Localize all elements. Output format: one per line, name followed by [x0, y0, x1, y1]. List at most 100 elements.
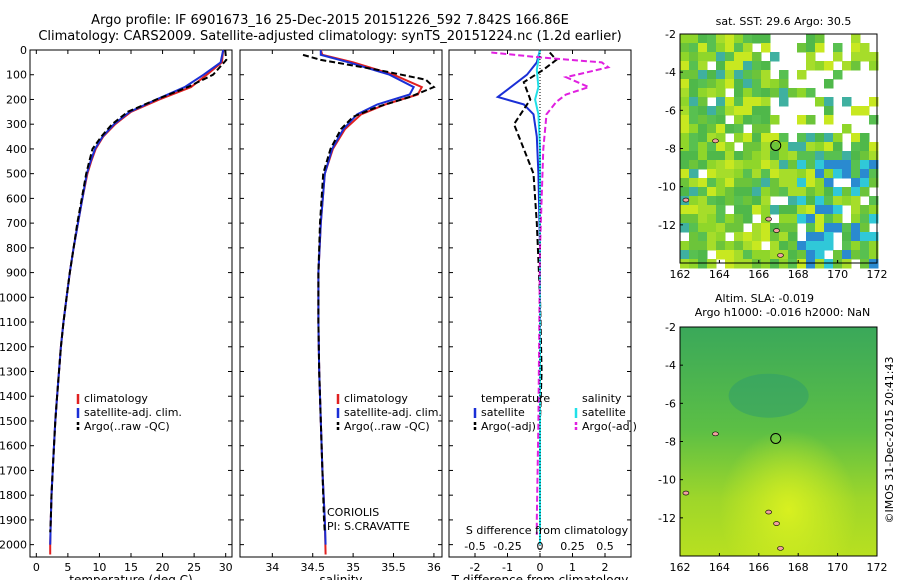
sst-cell [689, 61, 699, 71]
ssh-highlight [680, 327, 877, 556]
island [777, 253, 784, 258]
sst-cell [797, 88, 807, 98]
sst-cell [689, 79, 699, 89]
sst-cell [698, 223, 708, 233]
sst-cell [743, 133, 753, 143]
sst-cell [869, 169, 879, 179]
x-axis-label: T difference from climatology [451, 573, 629, 580]
sst-cell [734, 34, 744, 44]
sst-cell [734, 43, 744, 53]
plot-frame [239, 49, 443, 558]
sst-cell [680, 205, 690, 215]
sst-cell [869, 115, 879, 125]
sst-cell [797, 205, 807, 215]
sst-cell [860, 241, 870, 251]
sst-cell [743, 160, 753, 170]
sst-cell [869, 52, 879, 62]
sst-cell [689, 124, 699, 134]
sst-cell [743, 178, 753, 188]
sst-cell [752, 61, 762, 71]
sst-cell [752, 97, 762, 107]
legend-climatology-label: climatology [84, 392, 148, 405]
sst-cell [725, 97, 735, 107]
sst-cell [761, 115, 771, 125]
sst-cell [815, 178, 825, 188]
sst-cell [761, 106, 771, 116]
sst-cell [851, 214, 861, 224]
sst-cell [689, 250, 699, 260]
sst-cell [860, 169, 870, 179]
sst-cell [680, 178, 690, 188]
sst-cell [806, 223, 816, 233]
sst-cell [806, 61, 816, 71]
y-tick-label: 1300 [0, 366, 27, 379]
map-y-tick-label: -10 [658, 474, 676, 487]
sst-cell [851, 250, 861, 260]
sst-cell [707, 115, 717, 125]
sst-cell [824, 196, 834, 206]
sst-cell [743, 142, 753, 152]
sst-cell [698, 205, 708, 215]
sst-cell [806, 142, 816, 152]
y-tick-label: 600 [6, 192, 27, 205]
sst-cell [707, 34, 717, 44]
sst-cell [860, 160, 870, 170]
sst-cell [797, 169, 807, 179]
sst-cell [761, 178, 771, 188]
map-y-tick-label: -10 [658, 181, 676, 194]
map-x-tick-label: 170 [827, 268, 848, 281]
sst-cell [869, 205, 879, 215]
sst-cell [734, 241, 744, 251]
sst-cell [851, 178, 861, 188]
sst-cell [680, 106, 690, 116]
sst-cell [869, 232, 879, 242]
sst-cell [842, 232, 852, 242]
sst-cell [833, 133, 843, 143]
sst-cell [707, 169, 717, 179]
sst-cell [770, 115, 780, 125]
sst-cell [680, 97, 690, 107]
sst-cell [734, 106, 744, 116]
sst-cell [779, 250, 789, 260]
sst-cell [788, 241, 798, 251]
sst-cell [680, 43, 690, 53]
y-tick-label: 700 [6, 217, 27, 230]
sst-cell [806, 160, 816, 170]
legend-argo-label: Argo(..raw -QC) [344, 420, 430, 433]
sst-cell [824, 133, 834, 143]
sst-cell [680, 187, 690, 197]
sst-cell [698, 106, 708, 116]
sst-cell [824, 97, 834, 107]
sst-cell [752, 160, 762, 170]
sst-cell [761, 133, 771, 143]
sst-cell [842, 97, 852, 107]
profile-panel-2: 34 34.5 35 35.5 36 salinity climatologysatelli… [239, 49, 443, 580]
x-tick-label: 0 [33, 561, 40, 574]
y-tick-label: 100 [6, 69, 27, 82]
sst-cell [851, 106, 861, 116]
s-tick-label: 0.5 [596, 540, 614, 553]
sst-cell [725, 250, 735, 260]
sst-cell [752, 115, 762, 125]
sst-cell [815, 205, 825, 215]
argo-position-marker [770, 432, 782, 444]
sst-cell [788, 142, 798, 152]
sst-cell [743, 106, 753, 116]
sst-cell [743, 214, 753, 224]
sst-cell [716, 79, 726, 89]
sst-cell [734, 223, 744, 233]
sst-cell [725, 142, 735, 152]
map-y-tick-label: -8 [665, 143, 676, 156]
y-tick-label: 500 [6, 168, 27, 181]
sst-cell [734, 97, 744, 107]
sst-cell [752, 142, 762, 152]
sst-cell [860, 142, 870, 152]
sst-cell [725, 124, 735, 134]
sst-cell [725, 214, 735, 224]
sst-cell [716, 160, 726, 170]
sst-cell [716, 142, 726, 152]
sst-cell [743, 205, 753, 215]
x-tick-label: 2 [602, 561, 609, 574]
sst-cell [725, 187, 735, 197]
